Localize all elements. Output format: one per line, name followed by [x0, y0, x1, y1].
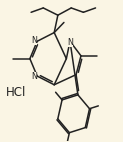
Text: N: N	[67, 37, 73, 47]
Text: HCl: HCl	[6, 85, 26, 99]
Text: N: N	[31, 36, 37, 45]
Text: N: N	[31, 72, 37, 81]
